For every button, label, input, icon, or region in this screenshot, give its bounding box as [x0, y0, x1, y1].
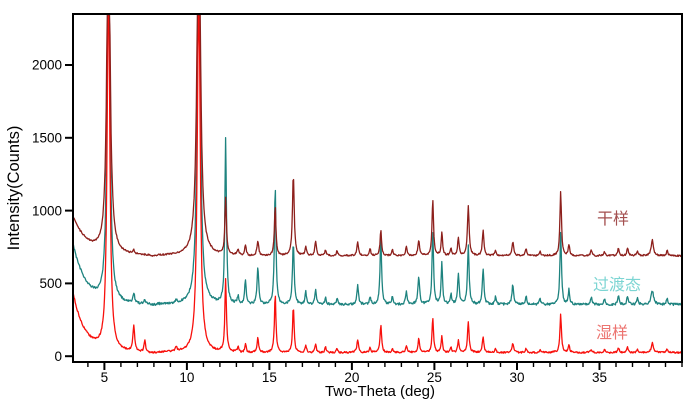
trace-dry-sample — [74, 15, 681, 258]
x-tick-label: 35 — [592, 370, 607, 385]
x-tick-label: 30 — [509, 370, 524, 385]
y-tick-label: 1000 — [32, 203, 62, 218]
trace-wet-sample — [74, 15, 681, 354]
series-label-dry-sample: 干样 — [597, 210, 629, 228]
trace-transition-state — [74, 15, 681, 307]
x-tick-label: 25 — [427, 370, 442, 385]
plot-frame — [72, 13, 683, 363]
y-axis-title: Intensity(Counts) — [5, 126, 23, 251]
series-label-transition-state: 过渡态 — [593, 276, 641, 294]
trace-group — [74, 15, 681, 354]
x-tick-label: 15 — [262, 370, 277, 385]
y-tick-label: 2000 — [32, 58, 62, 73]
y-tick-label: 500 — [39, 276, 62, 291]
y-tick-label: 1500 — [32, 131, 62, 146]
tick-marks — [65, 64, 683, 370]
x-axis-title: Two-Theta (deg) — [325, 383, 435, 400]
tick-labels: 5 10 15 20 25 30 35 0 500 1000 1500 2000 — [32, 58, 607, 385]
x-tick-label: 20 — [344, 370, 359, 385]
series-label-wet-sample: 湿样 — [596, 324, 628, 342]
y-tick-label: 0 — [54, 349, 62, 364]
x-tick-label: 10 — [179, 370, 194, 385]
x-tick-label: 5 — [101, 370, 109, 385]
